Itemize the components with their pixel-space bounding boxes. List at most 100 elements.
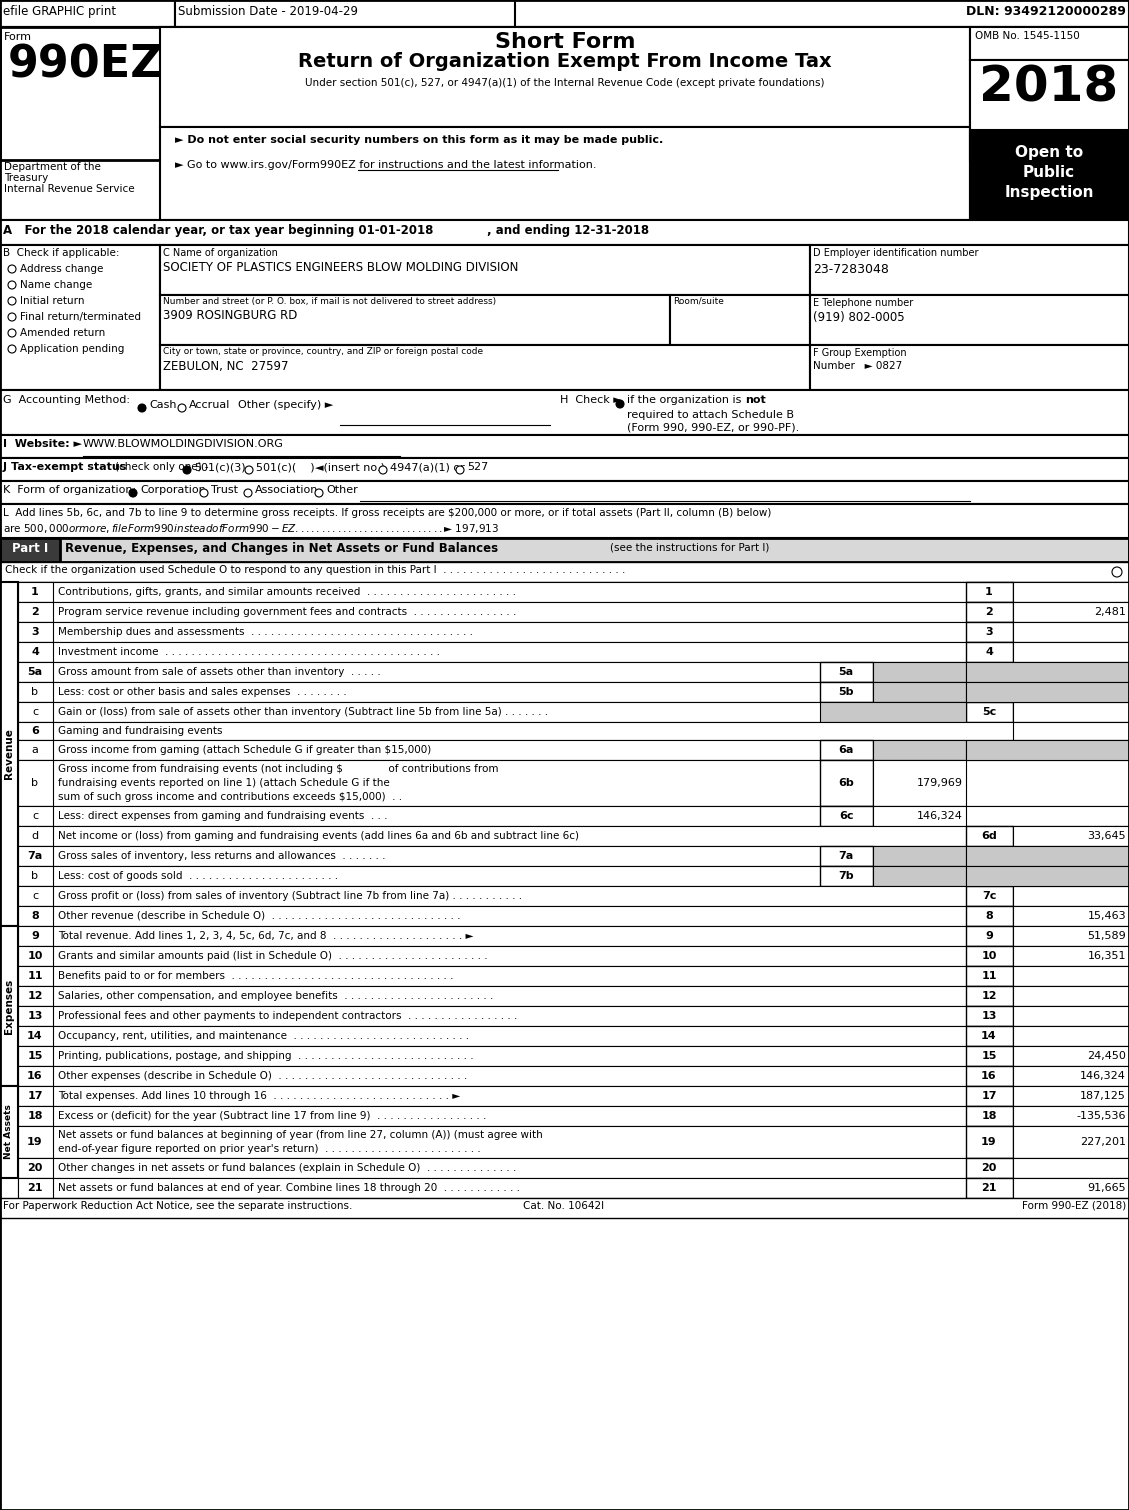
Text: 4: 4 (986, 646, 992, 657)
Text: 13: 13 (27, 1012, 43, 1021)
Text: F Group Exemption: F Group Exemption (813, 347, 907, 358)
Text: Professional fees and other payments to independent contractors  . . . . . . . .: Professional fees and other payments to … (58, 1012, 517, 1021)
Bar (0, 458, 1129, 482)
Bar (0, 245, 160, 390)
Text: Total revenue. Add lines 1, 2, 3, 4, 5c, 6d, 7c, and 8  . . . . . . . . . . . . : Total revenue. Add lines 1, 2, 3, 4, 5c,… (58, 932, 473, 941)
Bar (966, 661, 1129, 683)
Bar (18, 945, 1129, 966)
Bar (1013, 602, 1129, 622)
Bar (966, 642, 1013, 661)
Text: 20: 20 (981, 1163, 997, 1173)
Text: 4: 4 (32, 646, 38, 657)
Bar (1013, 1178, 1129, 1197)
Text: 7c: 7c (982, 891, 996, 901)
Bar (966, 740, 1129, 760)
Bar (966, 966, 1013, 986)
Bar (18, 906, 53, 926)
Bar (1013, 986, 1129, 1006)
Text: 6b: 6b (838, 778, 854, 788)
Bar (18, 906, 1129, 926)
Bar (873, 760, 966, 806)
Text: G  Accounting Method:: G Accounting Method: (3, 396, 130, 405)
Text: B  Check if applicable:: B Check if applicable: (3, 248, 120, 258)
Bar (160, 27, 970, 127)
Text: c: c (32, 891, 38, 901)
Bar (970, 60, 1129, 160)
Circle shape (1112, 566, 1122, 577)
Text: 990EZ: 990EZ (8, 42, 164, 86)
Bar (873, 806, 966, 826)
Bar (1013, 1066, 1129, 1086)
Text: b: b (32, 871, 38, 880)
Bar (18, 1178, 53, 1197)
Bar (18, 1158, 53, 1178)
Bar (1013, 1158, 1129, 1178)
Text: J: J (3, 462, 11, 473)
Text: ◄(insert no.): ◄(insert no.) (315, 462, 385, 473)
Circle shape (138, 405, 146, 412)
Text: Number   ► 0827: Number ► 0827 (813, 361, 902, 371)
Text: 13: 13 (981, 1012, 997, 1021)
Bar (18, 702, 1129, 722)
Text: 7b: 7b (838, 871, 854, 880)
Text: Other changes in net assets or fund balances (explain in Schedule O)  . . . . . : Other changes in net assets or fund bala… (58, 1163, 516, 1173)
Text: DLN: 93492120000289: DLN: 93492120000289 (966, 5, 1126, 18)
Bar (1013, 722, 1129, 740)
Bar (966, 1066, 1013, 1086)
Text: 15: 15 (981, 1051, 997, 1062)
Bar (18, 1006, 1129, 1025)
Text: Revenue, Expenses, and Changes in Net Assets or Fund Balances: Revenue, Expenses, and Changes in Net As… (65, 542, 498, 556)
Text: 3: 3 (986, 627, 992, 637)
Bar (820, 846, 873, 867)
Text: 2: 2 (986, 607, 992, 618)
Bar (18, 867, 1129, 886)
Text: 24,450: 24,450 (1087, 1051, 1126, 1062)
Text: 9: 9 (986, 932, 992, 941)
Text: 14: 14 (981, 1031, 997, 1040)
Text: 17: 17 (981, 1092, 997, 1101)
Text: 5a: 5a (27, 667, 43, 676)
Text: 4947(a)(1) or: 4947(a)(1) or (390, 462, 465, 473)
Bar (0, 390, 1129, 435)
Bar (966, 926, 1013, 945)
Text: c: c (32, 811, 38, 821)
Bar (1013, 1046, 1129, 1066)
Text: Other (specify) ►: Other (specify) ► (238, 400, 333, 411)
Text: 15,463: 15,463 (1087, 911, 1126, 921)
Text: b: b (32, 687, 38, 698)
Text: Benefits paid to or for members  . . . . . . . . . . . . . . . . . . . . . . . .: Benefits paid to or for members . . . . … (58, 971, 454, 982)
Bar (18, 1086, 53, 1105)
Bar (820, 867, 873, 886)
Bar (0, 27, 160, 160)
Text: For Paperwork Reduction Act Notice, see the separate instructions.: For Paperwork Reduction Act Notice, see … (3, 1200, 352, 1211)
Text: 6: 6 (32, 726, 38, 735)
Text: Part I: Part I (12, 542, 49, 556)
Text: 16,351: 16,351 (1087, 951, 1126, 960)
Bar (18, 722, 53, 740)
Text: Form: Form (5, 32, 32, 42)
Text: WWW.BLOWMOLDINGDIVISION.ORG: WWW.BLOWMOLDINGDIVISION.ORG (84, 439, 283, 448)
Text: C Name of organization: C Name of organization (163, 248, 278, 258)
Bar (966, 945, 1013, 966)
Bar (18, 846, 1129, 867)
Text: 6a: 6a (839, 744, 854, 755)
Text: end-of-year figure reported on prior year's return)  . . . . . . . . . . . . . .: end-of-year figure reported on prior yea… (58, 1145, 481, 1154)
Text: Less: cost or other basis and sales expenses  . . . . . . . .: Less: cost or other basis and sales expe… (58, 687, 347, 698)
Text: 51,589: 51,589 (1087, 932, 1126, 941)
Text: 6c: 6c (839, 811, 854, 821)
Bar (0, 581, 18, 926)
Text: 2: 2 (32, 607, 38, 618)
Bar (18, 661, 1129, 683)
Text: SOCIETY OF PLASTICS ENGINEERS BLOW MOLDING DIVISION: SOCIETY OF PLASTICS ENGINEERS BLOW MOLDI… (163, 261, 518, 273)
Bar (18, 1025, 53, 1046)
Bar (809, 245, 1129, 294)
Text: Form 990-EZ (2018): Form 990-EZ (2018) (1022, 1200, 1126, 1211)
Bar (966, 622, 1013, 642)
Bar (1013, 642, 1129, 661)
Bar (0, 538, 1129, 562)
Text: 9: 9 (32, 932, 38, 941)
Circle shape (8, 344, 16, 353)
Text: Membership dues and assessments  . . . . . . . . . . . . . . . . . . . . . . . .: Membership dues and assessments . . . . … (58, 627, 473, 637)
Bar (873, 661, 966, 683)
Text: ► Do not enter social security numbers on this form as it may be made public.: ► Do not enter social security numbers o… (175, 134, 663, 145)
